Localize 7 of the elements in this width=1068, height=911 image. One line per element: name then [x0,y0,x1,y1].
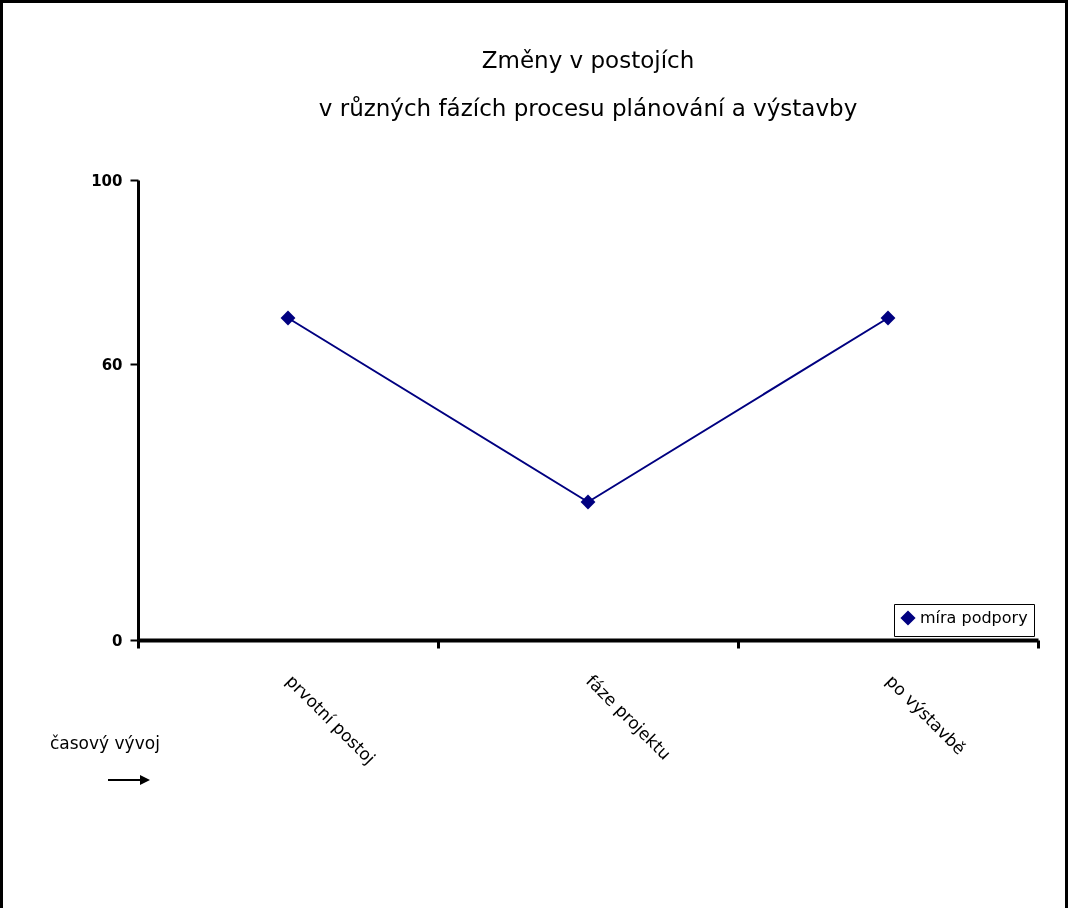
text: časový vývoj [50,733,160,753]
y-tick-label: 100 [91,171,123,190]
text: Změny v postojích [481,47,695,73]
legend-label: míra podpory [920,608,1028,627]
y-tick-label: 60 [101,355,123,374]
y-tick-label: 0 [112,631,123,650]
text: v různých fázích procesu plánování a výstavby [318,95,858,121]
